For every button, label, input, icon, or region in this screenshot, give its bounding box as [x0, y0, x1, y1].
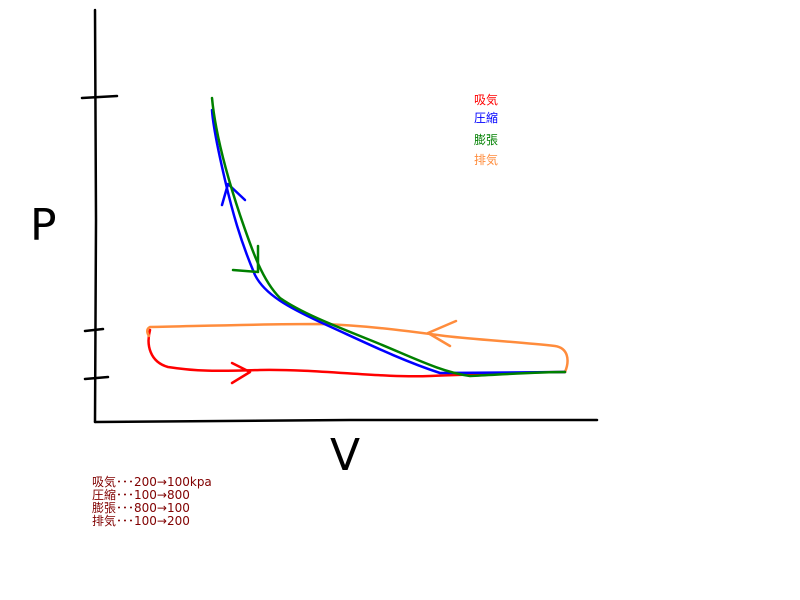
tick [83, 327, 105, 333]
note: 吸気･･･200→100kpa [92, 474, 212, 489]
tick [80, 94, 119, 100]
legend-entry: 吸気 [474, 92, 498, 107]
x-axis [93, 418, 599, 424]
note: 膨張･･･800→100 [92, 501, 190, 515]
intake-arrow [230, 361, 252, 385]
note: 圧縮･･･100→800 [92, 487, 190, 502]
exhaust-curve [146, 322, 569, 374]
intake-curve [147, 328, 567, 378]
note: 排気･･･100→200 [92, 513, 190, 528]
exhaust-arrow [426, 319, 458, 348]
legend-entry: 圧縮 [474, 110, 498, 125]
tick [83, 375, 110, 381]
legend-entry: 膨張 [474, 133, 498, 147]
axes [80, 8, 599, 424]
y-axis [93, 8, 98, 424]
compression-arrow [220, 182, 247, 207]
expansion-curve [210, 96, 567, 378]
y-axis-label: P [30, 200, 57, 251]
x-axis-label: V [330, 430, 360, 481]
expansion-arrow [231, 244, 260, 274]
legend-entry: 排気 [474, 152, 498, 167]
compression-curve [210, 108, 567, 375]
